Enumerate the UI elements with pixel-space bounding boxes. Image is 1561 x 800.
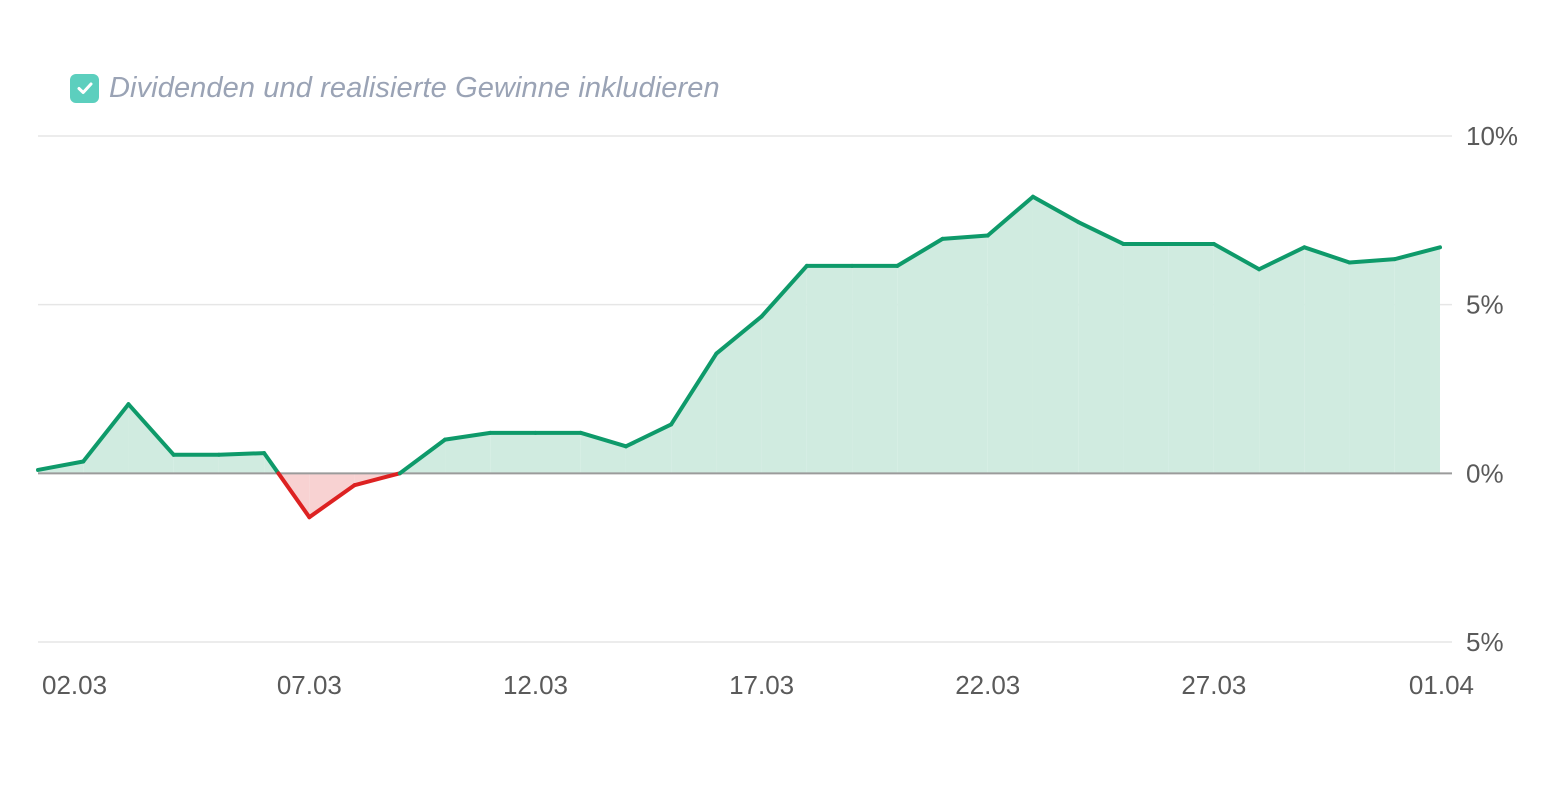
series-line-segment [126,402,176,457]
series-line-segment [262,451,281,476]
series-line-segment [397,437,448,476]
positive-area [761,265,807,474]
positive-area [490,432,536,474]
series-line-segment [276,471,312,520]
series-line-segment [578,430,628,449]
series-line-segment [669,351,719,427]
series-line-segment [985,194,1035,238]
x-tick-label: 22.03 [955,670,1020,700]
positive-area [987,196,1033,474]
series-line-segment [307,483,357,520]
series-line-segment [940,233,990,241]
series-line-segment [1392,245,1442,262]
y-tick-label: 0% [1466,458,1504,488]
positive-area [897,238,943,474]
x-tick-label: 02.03 [42,670,107,700]
series-line-segment [1302,245,1352,265]
x-tick-label: 27.03 [1181,670,1246,700]
series-line-segment [1257,245,1307,272]
check-icon [77,82,92,94]
series-line-segment [623,422,674,449]
positive-area [852,265,898,474]
positive-area [535,432,581,474]
y-tick-label: 10% [1466,121,1518,151]
positive-area [218,453,265,474]
series-line-segment [714,314,764,356]
x-tick-label: 07.03 [277,670,342,700]
checkbox[interactable] [70,73,99,103]
series-line-segment [216,451,267,457]
positive-area [1213,243,1260,474]
series-line-segment [759,263,809,319]
y-tick-label: 5% [1466,290,1504,320]
positive-area [671,353,717,474]
x-tick-label: 01.04 [1409,670,1474,700]
include-dividends-toggle[interactable]: Dividenden und realisierte Gewinne inklu… [70,70,720,106]
series-line-segment [1211,241,1262,272]
positive-area [128,404,174,474]
y-tick-label: 5% [1466,627,1504,657]
series-line-segment [1347,257,1397,265]
negative-area [309,473,355,518]
positive-area [716,316,762,474]
positive-area [1259,247,1305,474]
positive-area [1078,222,1124,474]
positive-area [580,432,626,474]
series-line-segment [81,402,131,464]
positive-area [806,265,853,474]
positive-area [1032,196,1079,474]
positive-area [942,235,988,474]
series-line-segment [895,236,945,268]
series-line-segment [352,471,402,488]
positive-area [1123,243,1169,474]
positive-area [445,432,491,474]
series-line-segment [1030,194,1081,225]
positive-area [173,454,219,474]
positive-area [1168,243,1214,474]
series-line-segment [1076,220,1126,246]
positive-area [1394,247,1440,474]
series-line-segment [443,430,493,442]
x-tick-label: 17.03 [729,670,794,700]
series-line-segment [36,459,86,472]
x-tick-label: 12.03 [503,670,568,700]
positive-area [1349,259,1395,474]
positive-area [625,424,672,474]
toggle-label: Dividenden und realisierte Gewinne inklu… [109,71,720,104]
positive-area [1304,247,1350,474]
